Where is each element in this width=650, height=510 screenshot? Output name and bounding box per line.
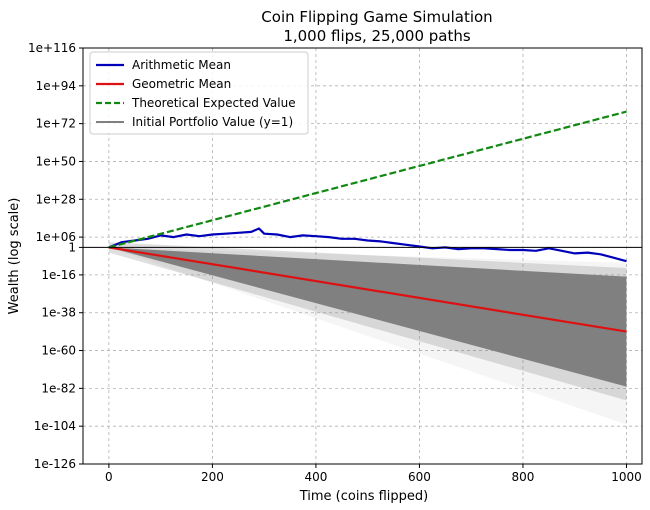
x-axis-ticks: 0 200 400 600 800 1000 bbox=[105, 464, 642, 484]
legend: Arithmetic Mean Geometric Mean Theoretical… bbox=[89, 51, 309, 135]
y-tick-label: 1e+06 bbox=[36, 230, 76, 244]
x-tick-label: 400 bbox=[304, 470, 327, 484]
y-tick-label: 1e-126 bbox=[34, 457, 76, 471]
legend-item-geometric-mean: Geometric Mean bbox=[132, 77, 231, 91]
legend-box bbox=[89, 51, 309, 135]
series-lines bbox=[83, 110, 642, 333]
x-tick-label: 600 bbox=[408, 470, 431, 484]
y-tick-label: 1e-16 bbox=[41, 268, 76, 282]
x-tick-label: 800 bbox=[512, 470, 535, 484]
geometric-mean-line bbox=[108, 246, 627, 333]
plot-frame bbox=[82, 47, 643, 465]
x-axis-label: Time (coins flipped) bbox=[299, 489, 429, 504]
y-tick-label: 1e-38 bbox=[41, 306, 76, 320]
x-tick-label: 200 bbox=[201, 470, 224, 484]
y-tick-label: 1e+116 bbox=[28, 41, 76, 55]
chart-subtitle: 1,000 flips, 25,000 paths bbox=[283, 27, 471, 45]
axes bbox=[82, 47, 643, 465]
y-tick-label: 1e+28 bbox=[36, 192, 76, 206]
y-tick-label: 1e+50 bbox=[36, 154, 76, 168]
y-tick-label: 1e-104 bbox=[34, 419, 76, 433]
chart-title: Coin Flipping Game Simulation bbox=[261, 8, 492, 26]
y-axis-label: Wealth (log scale) bbox=[7, 198, 22, 315]
y-axis-ticks: 1e+116 1e+94 1e+72 1e+50 1e+28 1e+061 1e-16 1e-… bbox=[28, 41, 83, 471]
legend-item-arithmetic-mean: Arithmetic Mean bbox=[132, 58, 231, 72]
paths-dense-band bbox=[108, 247, 627, 387]
arithmetic-mean-line bbox=[108, 227, 627, 263]
legend-item-expected-value: Theoretical Expected Value bbox=[131, 96, 296, 110]
y-tick-label: 1 bbox=[68, 240, 76, 254]
expected-value-line bbox=[108, 110, 627, 249]
x-tick-label: 0 bbox=[105, 470, 113, 484]
y-tick-label: 1e+94 bbox=[36, 79, 76, 93]
y-tick-label: 1e+72 bbox=[36, 117, 76, 131]
y-tick-label: 1e-82 bbox=[41, 381, 76, 395]
x-tick-label: 1000 bbox=[611, 470, 642, 484]
y-tick-label: 1e-60 bbox=[41, 344, 76, 358]
simulation-paths bbox=[108, 242, 627, 425]
legend-item-initial-value: Initial Portfolio Value (y=1) bbox=[132, 115, 293, 129]
